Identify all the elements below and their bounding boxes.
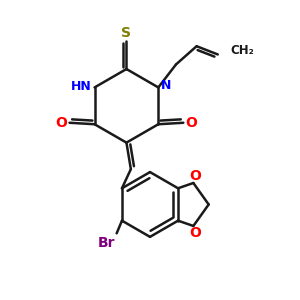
Text: O: O — [189, 226, 201, 240]
Text: N: N — [160, 80, 171, 92]
Text: S: S — [122, 26, 131, 40]
Text: O: O — [186, 116, 197, 130]
Text: O: O — [189, 169, 201, 183]
Text: Br: Br — [98, 236, 116, 250]
Text: O: O — [56, 116, 67, 130]
Text: HN: HN — [71, 80, 92, 93]
Text: CH₂: CH₂ — [230, 44, 254, 57]
